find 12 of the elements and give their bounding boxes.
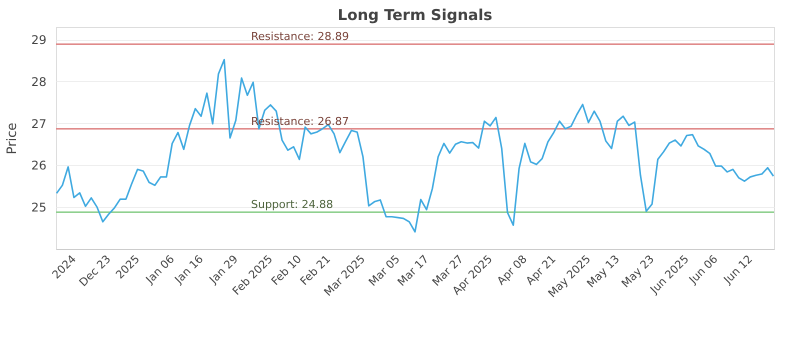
ref-line-label: Support: 24.88 [251, 198, 334, 212]
x-tick-label: Jun 12 [720, 252, 756, 287]
y-tick-label: 28 [31, 74, 46, 89]
chart-title: Long Term Signals [338, 6, 492, 24]
y-tick-label: 27 [31, 116, 46, 131]
y-tick-label: 26 [31, 158, 46, 173]
ref-line-label: Resistance: 28.89 [251, 30, 349, 44]
x-tick-label: Dec 23 [76, 252, 114, 290]
y-axis-title: Price [5, 122, 20, 154]
y-tick-label: 25 [31, 200, 46, 215]
line-series [56, 58, 774, 233]
y-tick-label: 29 [31, 33, 46, 48]
